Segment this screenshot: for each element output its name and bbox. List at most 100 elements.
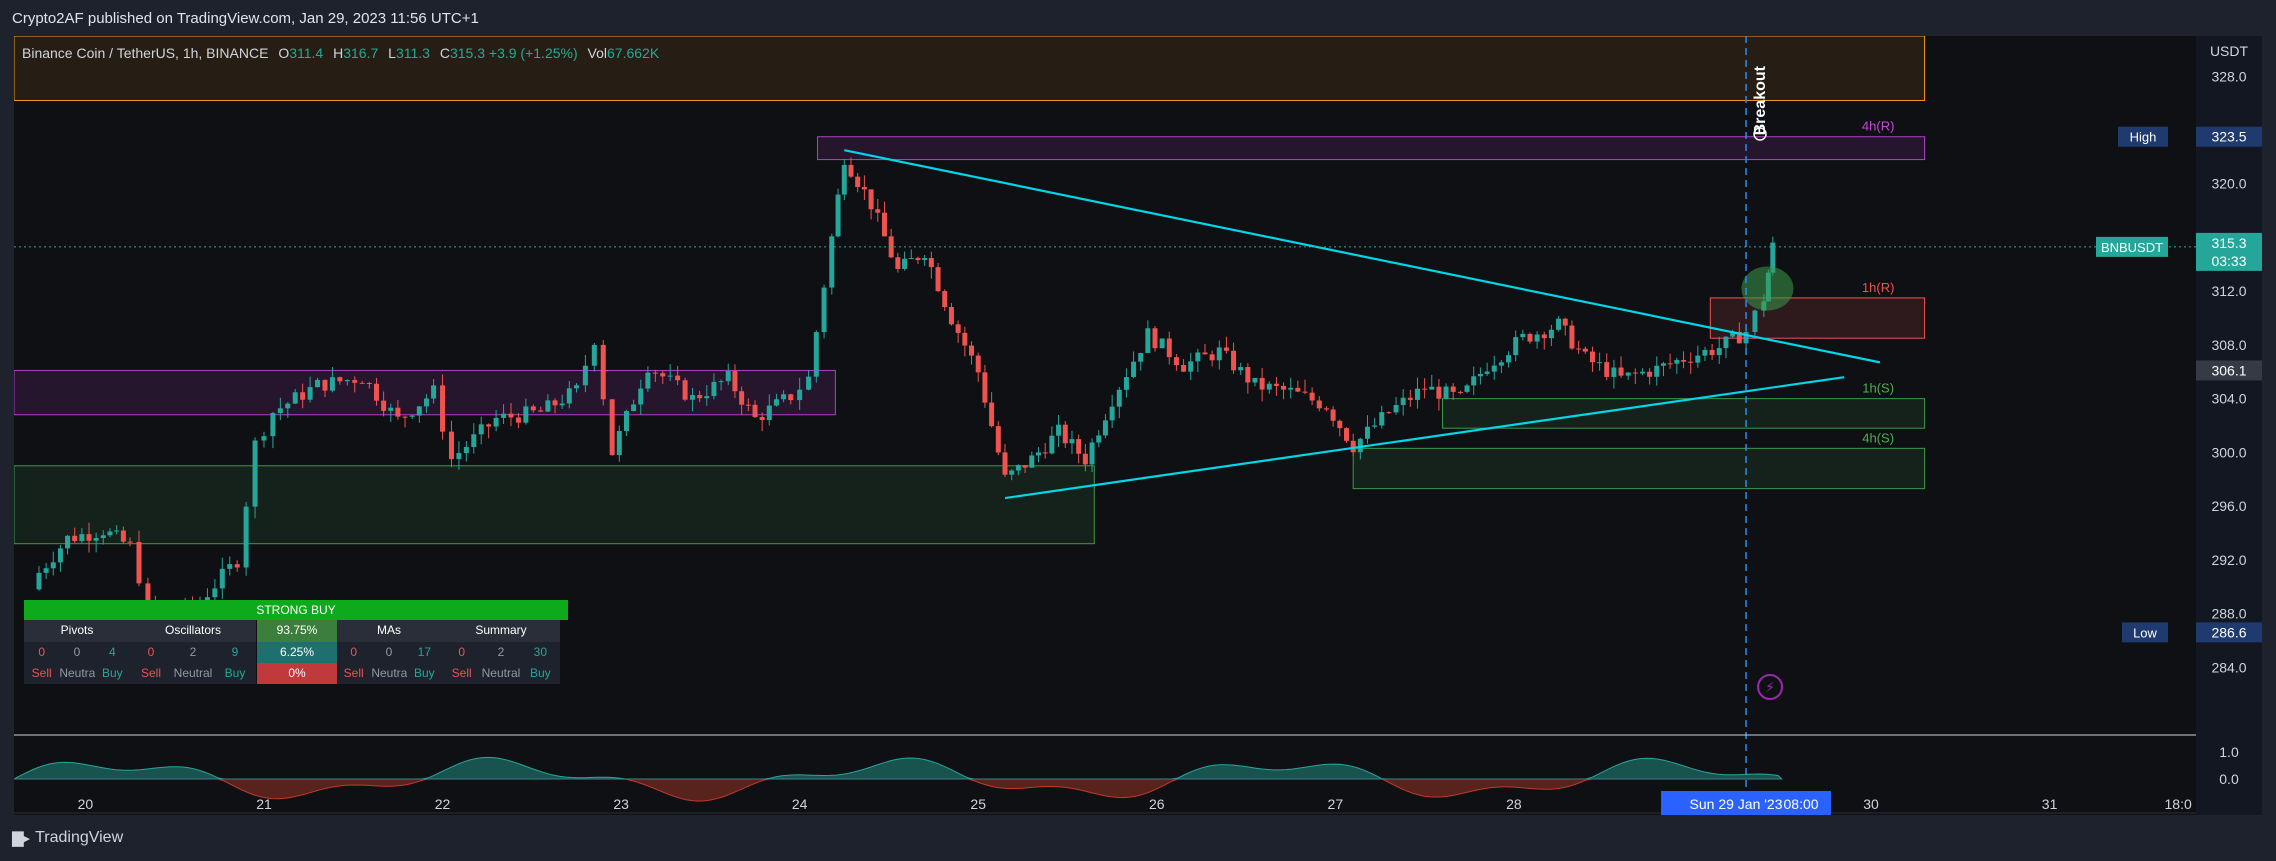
candle-body-174 — [1295, 387, 1301, 392]
candle-body-183 — [1357, 438, 1363, 453]
open-label: O — [278, 45, 290, 61]
tradingview-mark-icon: ▇▸ — [12, 830, 30, 847]
candle-body-155 — [1159, 338, 1165, 349]
candle-body-15 — [145, 583, 151, 601]
candle-body-198 — [1464, 385, 1470, 392]
candle-body-175 — [1302, 391, 1308, 393]
candle-body-66 — [530, 406, 536, 411]
candle-body-169 — [1259, 377, 1265, 390]
candle-body-97 — [759, 417, 765, 421]
candle-body-146 — [1096, 435, 1102, 443]
candle-body-48 — [395, 407, 401, 417]
group-1-label-0: Sell — [130, 663, 172, 684]
group-1-label-1: Neutral — [172, 663, 214, 684]
candle-body-139 — [1049, 435, 1055, 454]
price-tick-5: 300.0 — [2211, 444, 2246, 460]
level-tag: 306.1 — [2211, 362, 2246, 378]
trendline-0[interactable] — [844, 149, 1881, 364]
candle-body-132 — [1002, 452, 1008, 475]
candle-body-124 — [948, 307, 954, 325]
candle-body-110 — [855, 176, 861, 188]
symbol-title: Binance Coin / TetherUS, 1h, BINANCE — [22, 45, 269, 61]
trendline-layer — [844, 149, 1881, 500]
group-3-count-1: 2 — [481, 642, 521, 663]
chart-area[interactable]: 4h(R) 1h(R) 1h(S) 4h(S) Breakout ⚡ High BNBUSD… — [13, 35, 2196, 817]
candle-body-239 — [1752, 310, 1758, 332]
candle-body-228 — [1674, 359, 1680, 364]
candle-body-224 — [1647, 371, 1653, 377]
candle-body-127 — [969, 345, 975, 356]
group-2-count-0: 0 — [336, 642, 372, 663]
candle-body-120 — [922, 258, 928, 261]
candle-body-211 — [1556, 318, 1562, 330]
candle-body-221 — [1625, 372, 1631, 376]
candle-body-36 — [307, 387, 313, 400]
oscillator-layer — [13, 734, 2196, 802]
low-label-tag-bg — [2122, 622, 2168, 643]
candle-body-186 — [1379, 412, 1385, 426]
candle-body-172 — [1281, 385, 1287, 390]
candle-body-70 — [559, 403, 565, 406]
candle-body-95 — [745, 404, 751, 406]
candle-body-87 — [690, 395, 696, 400]
candle-body-171 — [1273, 383, 1279, 386]
candle-body-9 — [100, 535, 106, 538]
candle-body-45 — [373, 383, 379, 401]
group-0-label-1: Neutral — [59, 663, 98, 684]
candle-body-162 — [1209, 354, 1215, 361]
candle-body-6 — [79, 534, 85, 541]
candle-body-85 — [675, 375, 681, 381]
time-tick-10: 31 — [2042, 796, 2058, 812]
candle-body-23 — [204, 597, 210, 603]
trendline-1[interactable] — [1004, 376, 1845, 500]
price-chart[interactable]: 4h(R) 1h(R) 1h(S) 4h(S) Breakout ⚡ High BNBUSD… — [13, 35, 2196, 817]
time-tick-9: 30 — [1863, 796, 1879, 812]
footer: ▇▸ TradingView — [0, 815, 2276, 861]
candle-body-128 — [975, 355, 981, 373]
group-name-3: Summary — [442, 620, 560, 642]
candle-body-102 — [797, 389, 803, 401]
candle-body-67 — [538, 410, 544, 412]
candle-body-232 — [1702, 349, 1708, 356]
candle-body-106 — [829, 236, 835, 288]
group-2-count-1: 0 — [371, 642, 407, 663]
candle-body-3 — [57, 548, 63, 563]
candle-body-170 — [1266, 383, 1272, 390]
candle-body-90 — [711, 381, 717, 397]
candle-body-231 — [1695, 355, 1701, 363]
low-label-tag: Low — [2133, 625, 2157, 640]
price-axis[interactable]: USDT 328.0 320.0 312.0 308.0 304.0 300.0 296.0 2… — [2196, 36, 2262, 815]
candle-body-168 — [1252, 377, 1258, 383]
time-tick-11: 18:0 — [2165, 796, 2192, 812]
zone-0 — [13, 35, 1926, 101]
technical-summary-table: STRONG BUY Pivots 0 Sell 0 Neutral 4 Buy Oscill… — [24, 600, 568, 684]
oscillator-positive — [13, 756, 1784, 780]
candle-body-12 — [120, 530, 126, 542]
time-tick-5: 25 — [970, 796, 986, 812]
percent-sell: 0% — [257, 663, 337, 684]
candle-body-54 — [440, 385, 446, 432]
crosshair-date-tag — [1661, 791, 1832, 817]
candle-body-30 — [261, 436, 267, 441]
candle-body-107 — [835, 194, 841, 237]
high-value: 316.7 — [343, 45, 379, 61]
candle-body-178 — [1323, 408, 1329, 410]
candle-body-166 — [1238, 366, 1244, 371]
group-1-count-2: 9 — [214, 642, 256, 663]
event-lightning-icon[interactable] — [1757, 674, 1784, 700]
group-3-label-0: Sell — [442, 663, 482, 684]
candle-body-177 — [1316, 400, 1322, 409]
candle-body-93 — [732, 371, 738, 392]
candle-body-194 — [1436, 386, 1442, 399]
group-0-label-0: Sell — [24, 663, 60, 684]
candle-body-118 — [908, 258, 914, 260]
tradingview-logo[interactable]: ▇▸ TradingView — [12, 829, 123, 847]
candle-body-179 — [1330, 409, 1336, 421]
candle-body-149 — [1116, 389, 1122, 407]
candle-body-79 — [631, 404, 637, 412]
candle-body-41 — [344, 380, 350, 382]
candle-body-191 — [1414, 388, 1420, 400]
candle-body-114 — [881, 212, 887, 237]
candle-body-115 — [888, 236, 894, 258]
candle-body-71 — [566, 388, 572, 404]
